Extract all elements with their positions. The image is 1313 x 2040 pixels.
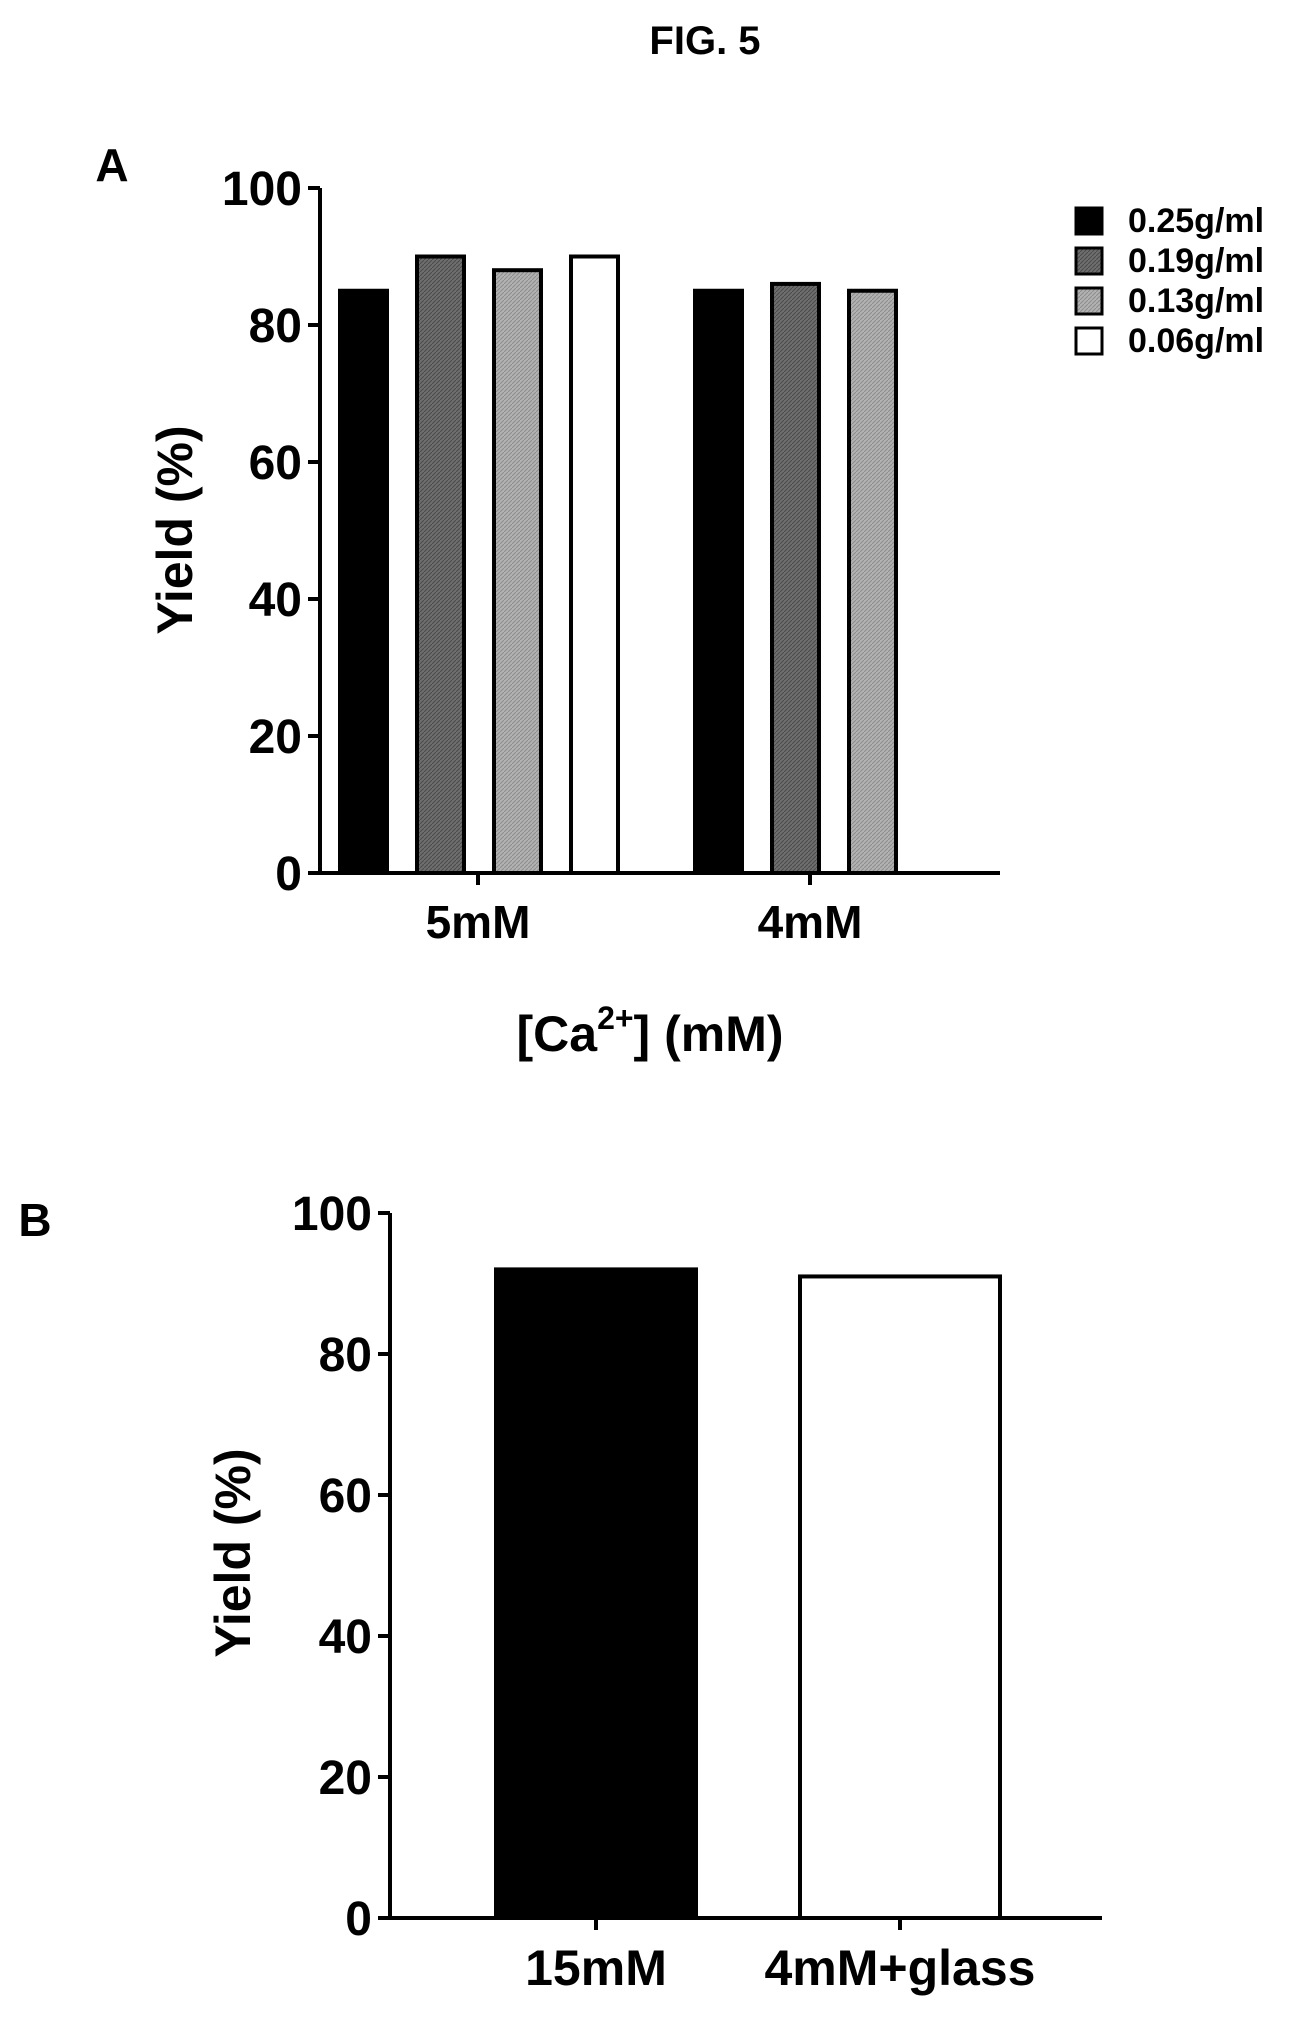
panel-a-y-tick-label: 0 — [275, 848, 302, 901]
legend-swatch — [1076, 208, 1102, 234]
panel-b-chart: B 0 20 40 60 80 100 15mM 4mM+glass Yield (%) — [18, 1188, 1102, 1996]
panel-b-y-ticks: 0 20 40 60 80 100 — [292, 1188, 390, 1946]
panel-b-x-tick-label: 15mM — [525, 1940, 667, 1996]
panel-a-x-tick-label: 5mM — [426, 896, 531, 948]
panel-a-bar — [695, 291, 742, 873]
panel-a-x-axis-title: [Ca2+] (mM) — [516, 1000, 783, 1062]
x-axis-title-suffix: ] (mM) — [634, 1006, 784, 1062]
panel-a-y-tick-label: 80 — [249, 300, 302, 353]
panel-a-bar — [571, 257, 618, 874]
panel-b-y-tick-label: 80 — [319, 1329, 372, 1382]
legend-swatch — [1076, 248, 1102, 274]
panel-a-y-ticks: 0 20 40 60 80 100 — [222, 163, 320, 901]
legend-label: 0.13g/ml — [1128, 282, 1264, 320]
panel-a-bar — [849, 291, 896, 873]
panel-b-bar — [800, 1276, 1000, 1918]
panel-b-x-tick-label: 4mM+glass — [765, 1940, 1036, 1996]
panel-a-bar — [417, 257, 464, 874]
figure-title: FIG. 5 — [649, 19, 760, 63]
panel-a-y-tick-label: 20 — [249, 711, 302, 764]
panel-a-x-tick-label: 4mM — [758, 896, 863, 948]
legend-label: 0.06g/ml — [1128, 322, 1264, 360]
panel-a-bar — [494, 270, 541, 873]
panel-a-y-tick-label: 40 — [249, 574, 302, 627]
panel-b-y-tick-label: 60 — [319, 1470, 372, 1523]
panel-a-y-tick-label: 100 — [222, 163, 302, 216]
panel-b-x-ticks: 15mM 4mM+glass — [525, 1918, 1035, 1996]
panel-b-letter: B — [18, 1194, 51, 1246]
panel-b-y-axis-title: Yield (%) — [205, 1448, 261, 1657]
legend-swatch — [1076, 288, 1102, 314]
panel-a-bar — [772, 284, 819, 873]
legend-label: 0.25g/ml — [1128, 202, 1264, 240]
panel-a-letter: A — [95, 139, 128, 191]
x-axis-title-sup: 2+ — [597, 1000, 633, 1036]
panel-a-bar — [340, 291, 387, 873]
panel-a-x-ticks: 5mM 4mM — [426, 873, 863, 948]
panel-b-y-tick-label: 100 — [292, 1188, 372, 1241]
legend-label: 0.19g/ml — [1128, 242, 1264, 280]
panel-a-chart: A 0 20 40 60 80 100 5mM 4mM Yield (%) [Ca2+] (… — [95, 139, 1264, 1062]
panel-b-bar — [496, 1269, 696, 1918]
panel-a-bars — [340, 257, 896, 874]
x-axis-title-prefix: [Ca — [516, 1006, 598, 1062]
panel-b-bars — [496, 1269, 1000, 1918]
legend-swatch — [1076, 328, 1102, 354]
panel-b-y-tick-label: 0 — [345, 1893, 372, 1946]
panel-a-y-axis-title: Yield (%) — [147, 425, 203, 634]
panel-b-y-tick-label: 40 — [319, 1611, 372, 1664]
panel-b-y-tick-label: 20 — [319, 1752, 372, 1805]
panel-a-legend: 0.25g/ml0.19g/ml0.13g/ml0.06g/ml — [1076, 202, 1264, 360]
panel-a-y-tick-label: 60 — [249, 437, 302, 490]
